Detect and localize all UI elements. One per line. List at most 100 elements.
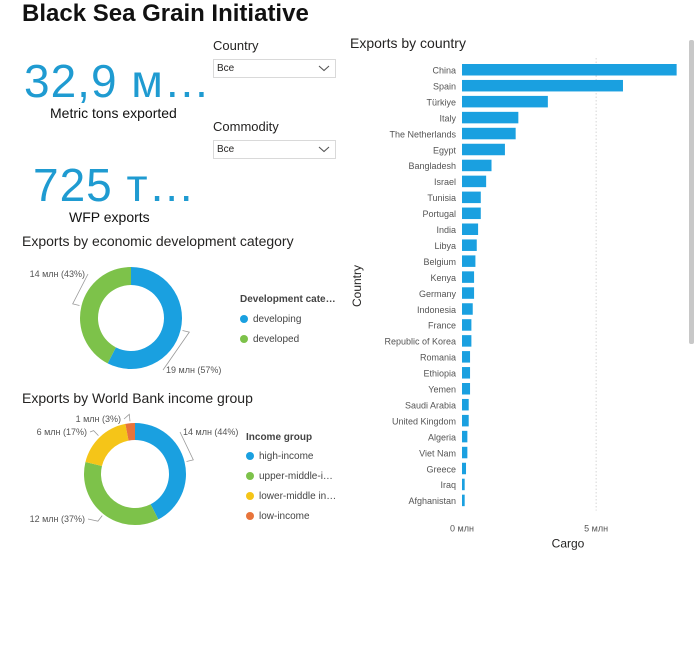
y-tick-label: Bangladesh <box>408 161 456 171</box>
y-tick-label: Algeria <box>428 432 456 442</box>
y-tick-label: Israel <box>434 177 456 187</box>
slice-developed <box>80 267 131 364</box>
income-group-donut-chart: 14 млн (44%) 12 млн (37%) 6 млн (17%) 1 млн… <box>30 413 238 525</box>
y-tick-label: Italy <box>439 113 456 123</box>
exports-by-country-title: Exports by country <box>350 35 466 51</box>
econ-dev-legend: developing developed <box>240 309 301 349</box>
bar-chart-scrollbar[interactable] <box>689 40 694 344</box>
y-tick-label: India <box>436 225 456 235</box>
data-label: 1 млн (3%) <box>76 414 121 424</box>
chevron-down-icon[interactable] <box>318 143 330 155</box>
data-label: 12 млн (37%) <box>30 514 85 524</box>
legend-item-lower-middle-in[interactable]: lower-middle in… <box>246 486 336 506</box>
bar-iraq <box>462 478 465 491</box>
legend-marker <box>246 452 254 460</box>
data-label: 14 млн (44%) <box>183 427 238 437</box>
leader-line <box>89 430 99 436</box>
legend-marker <box>240 315 248 323</box>
kpi-metric-tons-label: Metric tons exported <box>50 105 177 121</box>
econ-dev-donut-chart: 19 млн (57%) 14 млн (43%) <box>30 267 221 375</box>
legend-item-developed[interactable]: developed <box>240 329 301 349</box>
y-axis-label: Country <box>350 265 364 307</box>
econ-dev-legend-title: Development cate… <box>240 294 336 305</box>
bar-yemen <box>462 383 471 395</box>
y-tick-label: United Kingdom <box>392 416 456 426</box>
bar-spain <box>462 79 623 92</box>
y-tick-label: Libya <box>434 241 456 251</box>
bar-united-kingdom <box>462 414 469 427</box>
y-tick-label: Indonesia <box>417 305 456 315</box>
y-tick-label: Portugal <box>422 209 456 219</box>
legend-marker <box>246 472 254 480</box>
commodity-slicer-dropdown[interactable]: Все <box>213 140 336 159</box>
leader-line <box>87 515 103 522</box>
bar-germany <box>462 287 475 299</box>
legend-item-low-income[interactable]: low-income <box>246 506 336 526</box>
bar-tunisia <box>462 191 481 204</box>
bar-libya <box>462 239 477 251</box>
legend-label: developing <box>253 313 302 325</box>
legend-marker <box>246 492 254 500</box>
bar-kenya <box>462 271 475 283</box>
y-tick-label: China <box>432 66 456 76</box>
bar-indonesia <box>462 303 473 315</box>
x-tick-label: 5 млн <box>584 524 608 534</box>
bar-t-rkiye <box>462 95 548 108</box>
bar-algeria <box>462 430 468 443</box>
econ-dev-chart-title: Exports by economic development category <box>22 233 294 249</box>
kpi-metric-tons-value: 32,9 м… <box>24 55 211 107</box>
income-group-legend: high-income upper-middle-i… lower-middle i… <box>246 446 336 526</box>
country-slicer-value: Все <box>217 63 235 74</box>
y-tick-label: Romania <box>420 353 456 363</box>
leader-line <box>123 413 131 422</box>
legend-item-high-income[interactable]: high-income <box>246 446 336 466</box>
leader-line <box>72 273 89 306</box>
bar-israel <box>462 175 487 188</box>
bar-ethiopia <box>462 367 471 379</box>
legend-label: developed <box>253 333 300 345</box>
legend-marker <box>246 512 254 520</box>
y-tick-label: Viet Nam <box>419 448 456 458</box>
bar-afghanistan <box>462 494 465 507</box>
y-tick-label: Afghanistan <box>408 496 456 506</box>
y-tick-label: Germany <box>419 289 457 299</box>
x-axis-label: Cargo <box>552 537 585 550</box>
y-tick-label: Belgium <box>423 257 456 267</box>
y-tick-label: Ethiopia <box>423 369 456 379</box>
bar-viet-nam <box>462 446 468 459</box>
y-tick-label: The Netherlands <box>389 129 456 139</box>
x-tick-label: 0 млн <box>450 524 474 534</box>
bar-egypt <box>462 143 505 156</box>
bar-republic-of-korea <box>462 335 472 347</box>
legend-label: high-income <box>259 450 314 462</box>
income-group-legend-title: Income group <box>246 432 313 443</box>
bar-france <box>462 319 472 331</box>
bar-china <box>462 64 677 76</box>
slice-developing <box>107 267 183 369</box>
country-slicer-dropdown[interactable]: Все <box>213 59 336 78</box>
data-label: 6 млн (17%) <box>37 427 87 437</box>
country-slicer-label: Country <box>213 38 259 53</box>
y-tick-label: Republic of Korea <box>384 337 456 347</box>
slice-high-income <box>135 423 186 520</box>
legend-label: low-income <box>259 510 310 522</box>
page-title: Black Sea Grain Initiative <box>22 0 309 27</box>
y-tick-label: Spain <box>433 81 456 91</box>
chevron-down-icon[interactable] <box>318 62 330 74</box>
y-tick-label: Egypt <box>433 145 457 155</box>
legend-marker <box>240 335 248 343</box>
y-tick-label: France <box>428 321 456 331</box>
leader-line <box>162 330 190 371</box>
y-tick-label: Kenya <box>430 273 456 283</box>
bar-portugal <box>462 207 481 220</box>
legend-item-developing[interactable]: developing <box>240 309 301 329</box>
data-label: 19 млн (57%) <box>166 365 221 375</box>
y-tick-label: Tunisia <box>427 193 456 203</box>
kpi-wfp-label: WFP exports <box>69 209 150 225</box>
y-tick-label: Türkiye <box>426 97 456 107</box>
commodity-slicer-value: Все <box>217 144 235 155</box>
legend-item-upper-middle-i[interactable]: upper-middle-i… <box>246 466 336 486</box>
slice-low-income <box>125 423 135 441</box>
bar-bangladesh <box>462 159 492 172</box>
y-tick-label: Iraq <box>440 480 456 490</box>
